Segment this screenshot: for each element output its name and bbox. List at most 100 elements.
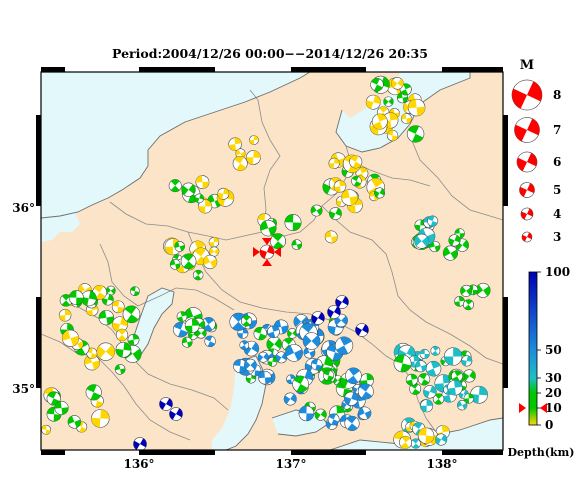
earthquake-mechanism [407,98,426,117]
earthquake-mechanism [370,78,384,92]
magnitude-legend-symbol [516,151,538,173]
map-frame [40,71,504,451]
earthquake-mechanism [323,369,335,382]
earthquake-mechanism [405,373,418,386]
earthquake-mechanism [67,415,82,429]
earthquake-mechanism [351,175,362,187]
earthquake-mechanism [410,438,421,449]
magnitude-legend-label: 5 [553,183,561,197]
earthquake-mechanism [355,323,369,337]
earthquake-mechanism [448,234,461,247]
earthquake-mechanism [399,435,413,449]
earthquake-mechanism [111,300,125,314]
earthquake-mechanism [454,228,465,239]
earthquake-mechanism [333,180,347,193]
earthquake-mechanism [430,345,441,356]
earthquake-mechanism [324,230,338,244]
earthquake-mechanism [202,254,218,270]
earthquake-mechanism [406,125,425,143]
earthquake-mechanism [86,347,98,359]
x-tick-138: 138° [426,457,457,471]
earthquake-mechanism [427,215,439,227]
map-title: Period:2004/12/26 00:00−−2014/12/26 20:3… [112,46,428,61]
earthquake-mechanism [344,391,359,406]
frame-bar-bottom [41,450,65,455]
earthquake-mechanism [463,393,474,404]
earthquake-mechanism [463,299,474,311]
prefecture-borders [41,89,503,441]
earthquake-mechanism [235,148,246,159]
earthquake-mechanism [232,155,248,171]
earthquake-mechanism [105,285,116,296]
earthquake-mechanism [267,325,280,339]
depth-scale-label: 0 [545,418,553,432]
earthquake-mechanism [425,360,442,377]
earthquake-mechanism [414,360,427,373]
earthquake-mechanism [335,295,349,309]
earthquake-mechanism [233,358,248,374]
earthquake-mechanism [68,290,84,306]
earthquake-mechanism [334,336,354,355]
earthquake-mechanism [349,155,363,169]
earthquake-mechanism [327,413,340,426]
earthquake-mechanism [260,219,277,237]
frame-bar-top [291,67,366,72]
earthquake-mechanism [443,347,463,366]
earthquake-mechanism [169,258,181,270]
earthquake-mechanism [54,400,69,416]
earthquake-mechanism [168,179,182,193]
earthquake-mechanism [292,375,309,393]
earthquake-mechanism [176,311,188,322]
earthquake-mechanism [314,408,327,421]
earthquake-mechanism [239,340,250,350]
depth-scale-label: 20 [545,386,562,400]
earthquake-mechanism [194,193,205,204]
earthquake-mechanism [209,246,220,257]
earthquake-mechanism [311,311,325,325]
earthquake-mechanism [287,328,298,339]
earthquake-mechanism [127,333,140,346]
magnitude-legend-label: 8 [553,88,561,102]
earthquake-mechanism [284,214,302,231]
depth-unit-label: Depth(km) [508,446,575,459]
x-tick-137: 137° [275,457,306,471]
earthquake-mechanism [240,315,253,327]
earthquake-mechanism [341,189,358,206]
earthquake-mechanism [61,329,80,347]
magnitude-legend-symbol [514,117,540,143]
wakasa-bay [41,212,80,242]
earthquake-mechanism [414,233,430,249]
earthquake-mechanism [228,137,242,151]
magnitude-legend-label: 6 [553,155,561,169]
x-tick-labels: 136° 137° 138° [123,457,457,471]
earthquake-mechanism [328,157,340,170]
earthquake-mechanism [96,342,115,361]
coastlines [41,72,503,450]
earthquake-mechanism [420,399,434,413]
earthquake-mechanism [344,415,360,431]
earthquake-mechanism [180,253,197,270]
earthquake-mechanism [423,385,437,399]
frame-bar-top [442,67,503,72]
mikawa-bay [272,410,328,436]
earthquake-mechanism [393,354,412,373]
earthquake-mechanism [419,348,430,360]
earthquake-mechanism [174,241,185,252]
earthquake-mechanism [417,373,431,386]
magnitude-legend: M 8 7 6 5 4 3 [511,58,561,244]
earthquake-mechanism [365,94,381,110]
earthquake-mechanism [85,384,102,401]
earthquake-mechanism [98,309,114,326]
earthquake-mechanism [460,284,473,297]
magnitude-legend-label: 7 [553,123,561,137]
y-tick-36: 36° [12,201,35,215]
latest-event-marker [253,238,281,266]
earthquake-mechanism [396,92,409,104]
x-tick-136: 136° [123,457,154,471]
earthquake-mechanism [302,332,321,350]
earthquake-mechanism [195,175,210,189]
y-tick-labels: 36° 35° [12,201,35,396]
earthquake-mechanism [114,363,126,375]
